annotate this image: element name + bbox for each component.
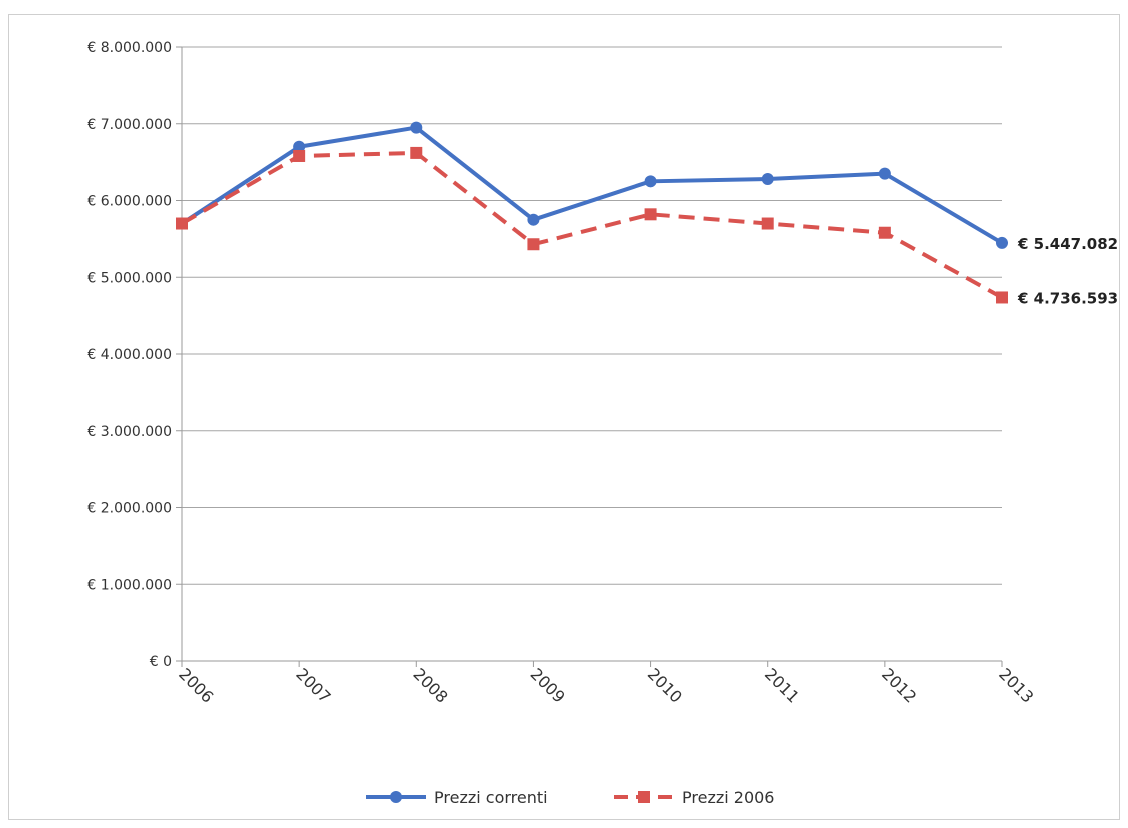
data-point xyxy=(878,226,891,239)
data-point xyxy=(293,140,306,153)
legend-item-1: Prezzi 2006 xyxy=(614,788,774,807)
legend-marker xyxy=(638,791,650,803)
legend-label: Prezzi correnti xyxy=(434,788,548,807)
data-point xyxy=(176,217,188,230)
legend-marker xyxy=(390,791,402,803)
data-point xyxy=(996,236,1008,249)
x-tick-label: 2011 xyxy=(761,664,803,706)
legend-label: Prezzi 2006 xyxy=(682,788,774,807)
data-point xyxy=(410,146,423,159)
x-tick-label: 2012 xyxy=(878,664,920,706)
x-axis: 2006 2007 2008 2009 2010 2011 2012 2013 xyxy=(175,661,1037,707)
y-tick-label: € 0 xyxy=(150,654,172,670)
data-point xyxy=(527,238,540,251)
x-tick-label: 2008 xyxy=(409,664,451,706)
y-tick-label: € 6.000.000 xyxy=(87,194,172,210)
chart-frame xyxy=(8,14,1120,820)
x-tick-label: 2010 xyxy=(644,664,686,706)
data-point xyxy=(761,173,774,186)
x-tick-label: 2007 xyxy=(292,664,334,706)
y-tick-label: € 3.000.000 xyxy=(87,424,172,440)
data-point xyxy=(644,208,657,221)
data-point xyxy=(293,149,306,162)
y-tick-label: € 8.000.000 xyxy=(87,40,172,56)
y-tick-label: € 1.000.000 xyxy=(87,577,172,593)
legend: Prezzi correnti Prezzi 2006 xyxy=(366,788,774,807)
series-line xyxy=(181,150,1003,300)
series-line xyxy=(180,125,1004,245)
x-tick-label: 2013 xyxy=(995,664,1037,706)
y-tick-label: € 5.000.000 xyxy=(87,270,172,286)
data-point xyxy=(527,213,540,226)
gridlines xyxy=(182,46,1002,662)
y-tick-label: € 4.000.000 xyxy=(87,347,172,363)
legend-item-0: Prezzi correnti xyxy=(366,788,548,807)
data-point xyxy=(761,217,774,230)
x-tick-label: 2009 xyxy=(527,664,569,706)
data-label: € 5.447.082 xyxy=(1017,235,1118,253)
end-labels: € 5.447.082 € 4.736.593 xyxy=(1017,235,1118,308)
y-axis: € 0 € 1.000.000 € 2.000.000 € 3.000.000 € 4.… xyxy=(87,40,183,670)
data-label: € 4.736.593 xyxy=(1017,289,1118,307)
data-point xyxy=(644,175,657,188)
series-group xyxy=(176,121,1008,304)
data-point xyxy=(410,121,423,134)
data-point xyxy=(996,291,1008,304)
y-tick-label: € 7.000.000 xyxy=(87,117,172,133)
y-tick-label: € 2.000.000 xyxy=(87,501,172,517)
x-tick-label: 2006 xyxy=(175,664,217,706)
series-1 xyxy=(176,146,1008,304)
data-point xyxy=(878,167,891,180)
